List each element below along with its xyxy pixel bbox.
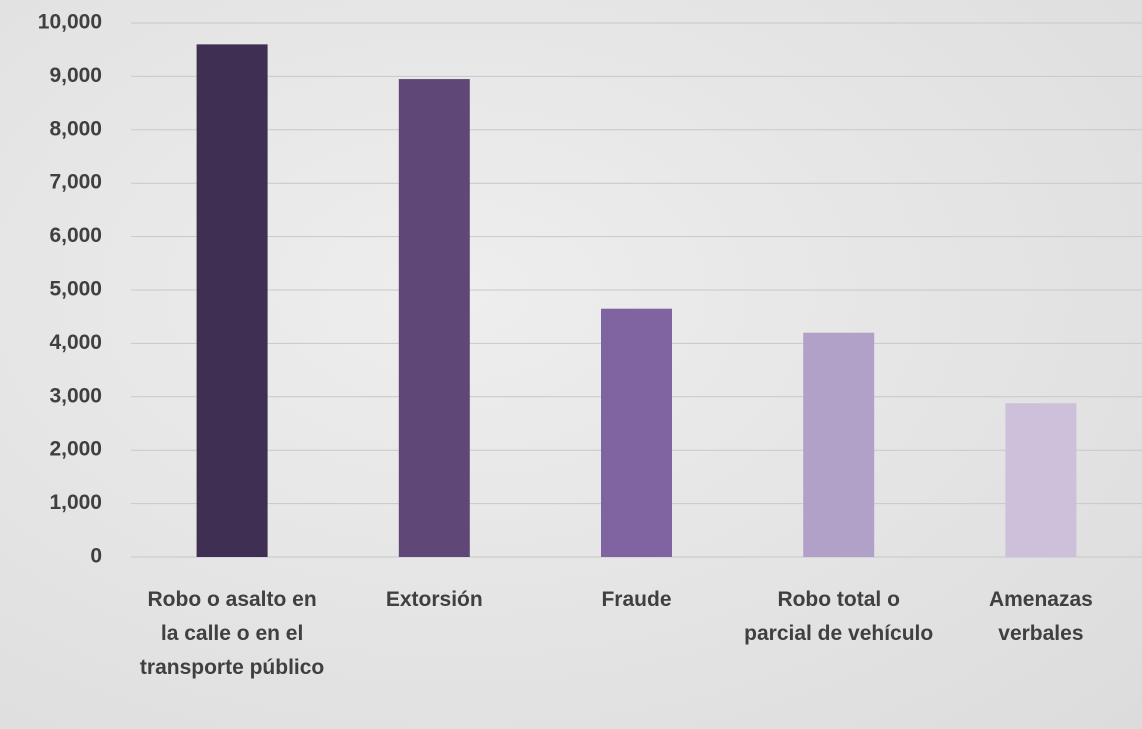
y-tick-label: 6,000: [49, 224, 102, 247]
y-tick-label: 5,000: [49, 278, 102, 301]
x-tick-label: Extorsión: [385, 588, 483, 611]
y-tick-label: 2,000: [49, 438, 102, 461]
bar: [803, 332, 875, 557]
bar: [196, 44, 268, 558]
bar: [398, 79, 470, 557]
y-tick-label: 7,000: [49, 171, 102, 194]
bar: [601, 308, 672, 557]
y-tick-label: 10,000: [38, 11, 102, 34]
y-tick-label: 8,000: [49, 117, 102, 140]
x-tick-label: Fraude: [601, 588, 672, 611]
x-tick-label: Robo total o parcial de vehículo: [744, 588, 934, 645]
bar: [1005, 403, 1077, 557]
x-tick-label: Robo o asalto en la calle o en el transp…: [139, 588, 325, 679]
y-tick-label: 3,000: [49, 384, 102, 407]
y-tick-label: 0: [90, 545, 102, 568]
y-tick-label: 9,000: [49, 64, 102, 87]
y-tick-label: 4,000: [49, 331, 102, 354]
x-tick-label: Amenazas verbales: [988, 588, 1093, 645]
y-tick-label: 1,000: [49, 491, 102, 514]
